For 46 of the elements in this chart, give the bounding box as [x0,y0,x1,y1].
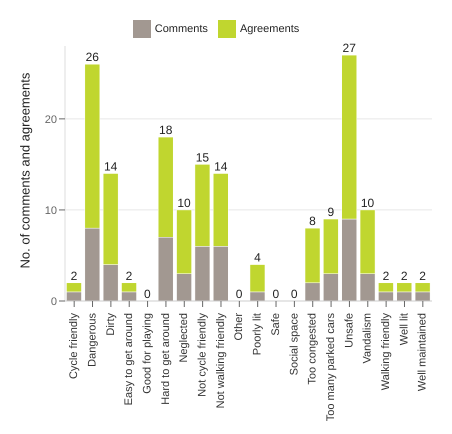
total-label: 2 [400,268,408,283]
total-label: 4 [254,250,262,265]
x-tick-label: Neglected [178,313,190,363]
legend-label: Agreements [240,22,300,35]
total-label: 0 [272,287,280,301]
total-label: 2 [70,268,78,283]
total-label: 2 [126,268,133,283]
x-tick-label: Hard to get around [160,313,172,405]
x-tick-label: Poorly lit [252,313,264,356]
total-label: 26 [86,50,100,64]
y-tick-label: 20 [44,114,57,126]
total-label: 0 [144,287,152,301]
x-tick-label: Well lit [398,313,410,346]
x-tick-label: Too many parked cars [324,312,337,422]
total-label: 15 [196,150,210,164]
y-axis-title: No. of comments and agreements [18,72,33,268]
x-tick-label: Well maintained [416,313,429,392]
x-tick-label: Too congested [306,313,319,385]
y-tick-label: 10 [44,204,57,217]
total-label: 9 [328,205,335,220]
x-tick-label: Unsafe [343,313,356,348]
x-tick-label: Other [233,312,246,341]
y-tick-label: 0 [50,296,57,308]
total-label: 0 [290,287,298,301]
total-label: 27 [342,41,356,56]
x-tick-label: Dirty [104,312,117,336]
total-label: 8 [309,214,316,228]
total-label: 2 [382,268,390,283]
total-label: 10 [360,196,375,210]
x-tick-label: Social space [288,313,300,376]
legend-label: Comments [154,22,208,35]
total-label: 14 [104,160,118,174]
total-label: 18 [159,123,173,138]
x-tick-label: Good for playing [141,313,154,394]
x-tick-label: Not cycle friendly [196,312,209,397]
total-label: 0 [236,287,243,301]
x-tick-label: Cycle friendly [68,312,80,380]
total-label: 10 [177,196,192,210]
x-tick-label: Dangerous [86,312,98,367]
x-tick-label: Walking friendly [380,312,392,390]
x-tick-label: Easy to get around [123,313,136,406]
x-tick-label: Safe [270,313,282,336]
total-label: 2 [419,268,426,283]
x-tick-label: Not walking friendly [214,312,227,408]
x-tick-label: Vandalism [362,313,374,364]
total-label: 14 [214,160,228,174]
